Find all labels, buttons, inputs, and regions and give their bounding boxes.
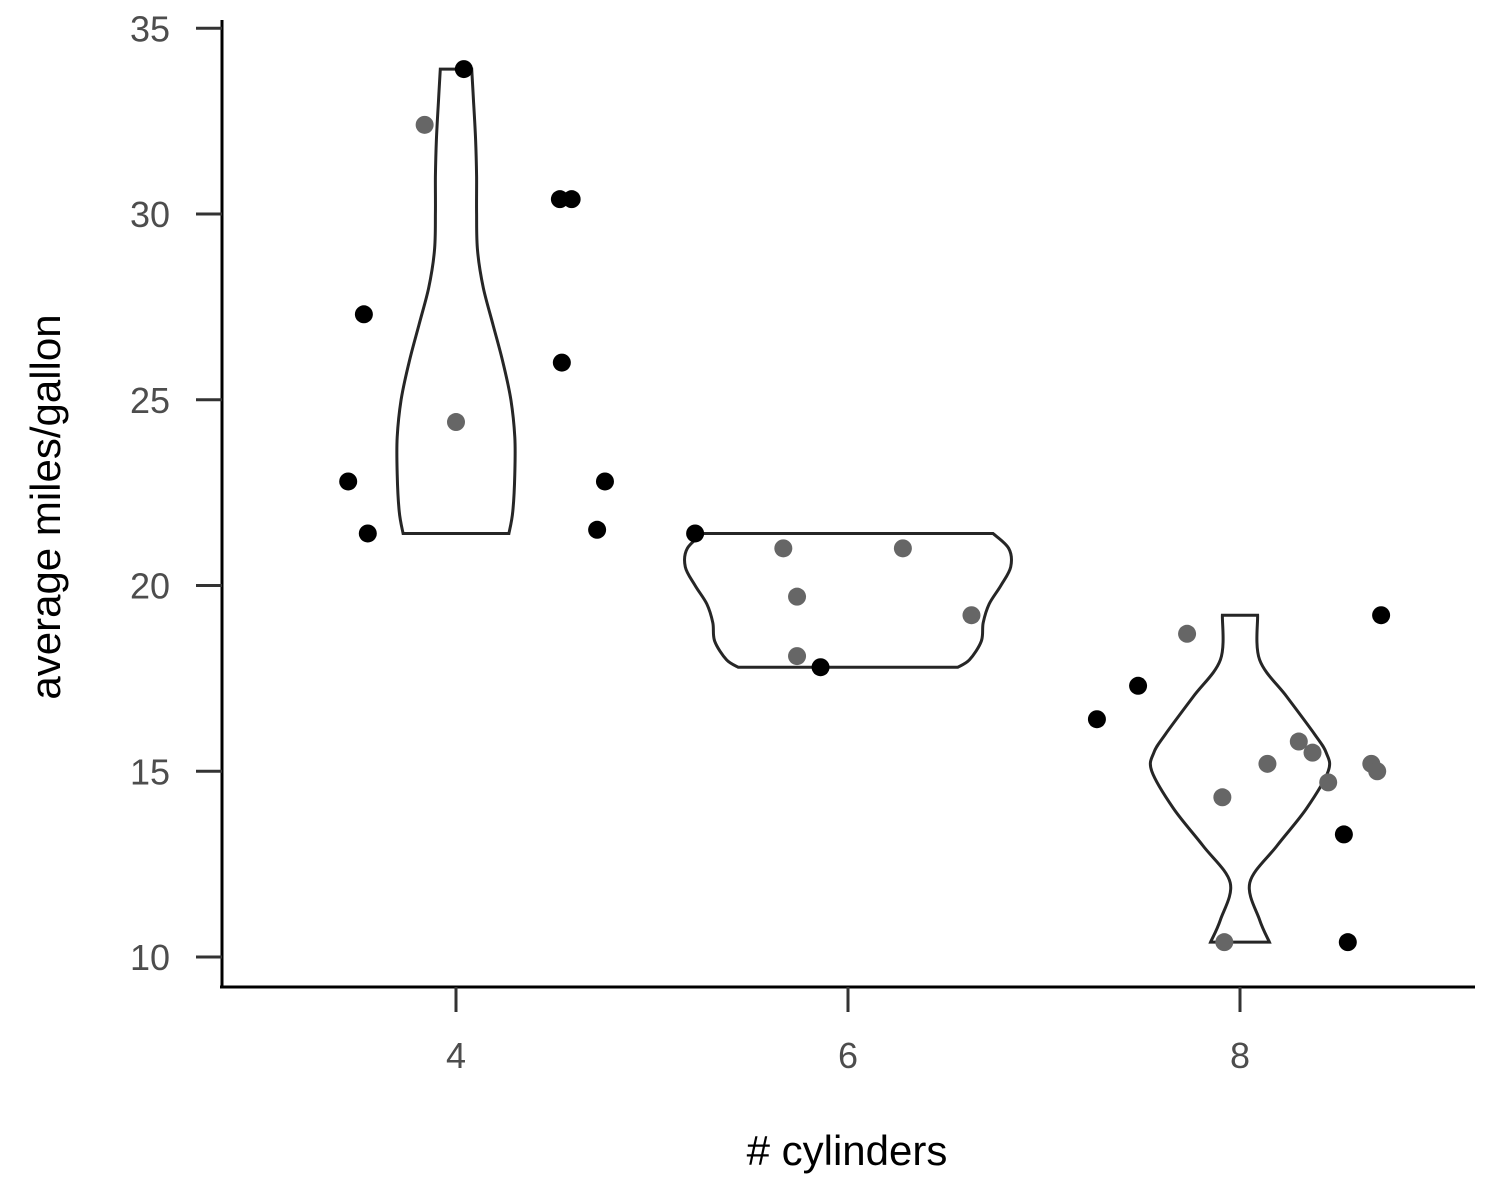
data-point [962, 606, 981, 625]
data-point [774, 539, 793, 558]
y-axis-ticks: 10 15 20 25 30 35 [130, 8, 222, 978]
data-point [1368, 762, 1387, 781]
data-point [1303, 743, 1322, 762]
data-point [1338, 933, 1357, 952]
data-point [1258, 754, 1277, 773]
y-tick-label: 35 [130, 8, 170, 49]
y-tick-label: 25 [130, 380, 170, 421]
y-tick-label: 30 [130, 194, 170, 235]
x-tick-label: 8 [1230, 1035, 1250, 1076]
data-point [1129, 676, 1148, 695]
data-point [1319, 773, 1338, 792]
data-point [686, 524, 705, 543]
data-point [339, 472, 358, 491]
data-point [415, 115, 434, 134]
data-point [447, 413, 465, 432]
x-axis-title: # cylinders [747, 1127, 948, 1174]
y-axis-title: average miles/gallon [22, 314, 69, 699]
data-point [358, 524, 377, 543]
violin-8-cyl [1148, 613, 1332, 944]
x-tick-label: 4 [446, 1035, 466, 1076]
data-point [811, 658, 830, 677]
data-point [588, 520, 607, 539]
data-point [454, 60, 473, 79]
x-axis-ticks: 4 6 8 [446, 987, 1250, 1076]
data-point [788, 587, 807, 606]
data-point [1334, 825, 1353, 844]
y-tick-label: 10 [130, 937, 170, 978]
data-point [1215, 933, 1234, 952]
data-point [552, 353, 571, 372]
data-point [788, 647, 807, 666]
data-point [1213, 788, 1232, 807]
violin-layer [395, 67, 1332, 944]
violin-6-cyl [683, 532, 1013, 669]
y-tick-label: 15 [130, 751, 170, 792]
violin-4-cyl [395, 67, 517, 535]
data-point [1178, 624, 1197, 643]
data-point [1087, 710, 1106, 729]
point-layer [339, 60, 1391, 952]
x-tick-label: 6 [838, 1035, 858, 1076]
data-point [595, 472, 614, 491]
data-point [893, 539, 912, 558]
y-tick-label: 20 [130, 566, 170, 607]
data-point [1372, 606, 1391, 625]
data-point [562, 190, 581, 209]
data-point [1289, 732, 1308, 751]
data-point [354, 305, 373, 324]
